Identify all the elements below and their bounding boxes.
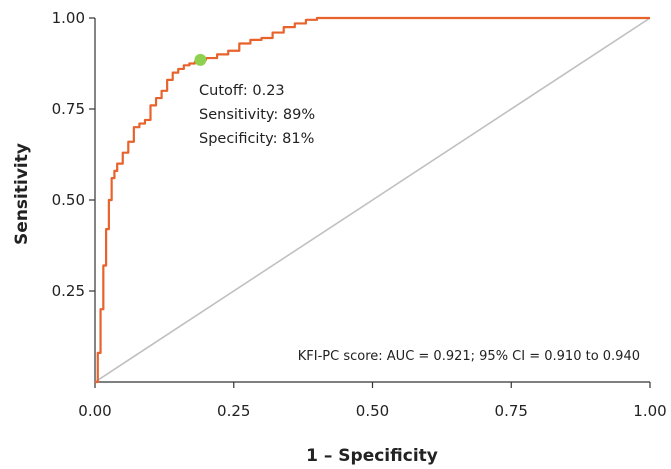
roc-curve-line	[95, 16, 650, 384]
y-axis-label: Sensitivity	[12, 143, 32, 245]
y-tick-label: 0.75	[52, 100, 85, 118]
series-layer	[94, 16, 651, 384]
x-tick-label: 1.00	[633, 402, 666, 420]
x-tick-label: 0.25	[217, 402, 250, 420]
reference-diagonal-line	[94, 17, 651, 383]
y-ticks: 0.25 0.50 0.75 1.00	[52, 9, 95, 300]
x-tick-label: 0.50	[356, 402, 389, 420]
annotation-specificity: Specificity: 81%	[199, 131, 314, 147]
x-tick-label: 0.00	[78, 402, 111, 420]
y-tick-label: 0.50	[52, 191, 85, 209]
annotation-cutoff: Cutoff: 0.23	[199, 83, 285, 99]
y-tick-label: 1.00	[52, 9, 85, 27]
legend-text: KFI-PC score: AUC = 0.921; 95% CI = 0.91…	[298, 349, 640, 364]
y-tick-label: 0.25	[52, 282, 85, 300]
annotation-sensitivity: Sensitivity: 89%	[199, 107, 315, 123]
x-ticks: 0.00 0.25 0.50 0.75 1.00	[78, 382, 667, 420]
cutoff-point	[194, 53, 207, 66]
x-axis-label: 1 – Specificity	[306, 446, 438, 466]
x-tick-label: 0.75	[495, 402, 528, 420]
